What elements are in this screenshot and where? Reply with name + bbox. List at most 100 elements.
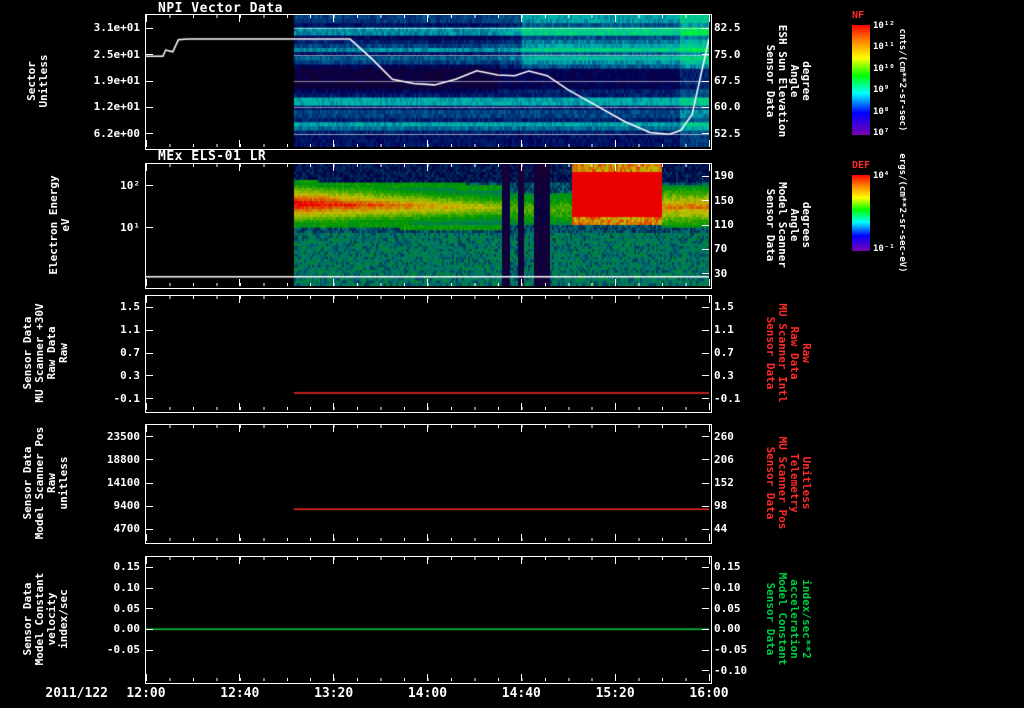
y-major-tick <box>146 649 153 651</box>
x-axis-tick-label: 13:20 <box>314 686 354 701</box>
x-major-tick <box>333 557 335 564</box>
panel-1-plot-canvas <box>146 15 709 147</box>
y-tick-label-left: 14100 <box>106 476 140 489</box>
y-tick-label-right: 0.00 <box>714 622 741 636</box>
y-major-tick <box>702 459 709 461</box>
y-major-tick <box>702 306 709 308</box>
x-major-tick <box>708 403 710 410</box>
colorbar-tick-label: 10¹⁰ <box>873 63 895 74</box>
axis-title-line: Raw <box>57 343 70 363</box>
x-major-tick <box>708 557 710 564</box>
y-tick-label-left: 3.1e+01 <box>93 21 140 35</box>
y-major-tick <box>702 133 709 135</box>
y-major-tick <box>702 273 709 275</box>
y-tick-label-left: -0.05 <box>106 643 140 656</box>
axis-title-line: acceleration <box>788 579 801 659</box>
y-major-tick <box>702 566 709 568</box>
colorbar-tick-label: 10⁷ <box>873 127 890 138</box>
x-major-tick <box>708 15 710 22</box>
y-major-tick <box>702 670 709 672</box>
x-major-tick <box>614 164 616 171</box>
x-major-tick <box>427 403 428 410</box>
x-major-tick <box>520 403 522 410</box>
x-minor-ticks <box>146 15 709 18</box>
axis-title-line: Sensor Data <box>764 446 777 520</box>
panel-1-left-axis-title: Sector Unitless <box>25 55 50 108</box>
y-tick-label-right: 75.0 <box>714 47 741 61</box>
y-major-tick <box>702 649 709 651</box>
y-major-tick <box>146 528 153 530</box>
y-tick-label-right: 82.5 <box>714 21 741 35</box>
x-major-tick <box>614 15 616 22</box>
x-major-tick <box>239 15 241 22</box>
x-major-tick <box>520 557 522 564</box>
axis-title-line: Raw <box>800 343 813 363</box>
x-major-tick <box>145 674 147 681</box>
axis-title-line: Sensor Data <box>764 188 777 262</box>
y-tick-label-right: 60.0 <box>714 100 741 114</box>
y-tick-label-right: 260 <box>714 429 734 443</box>
axis-title-line: Angle <box>788 208 801 242</box>
x-major-tick <box>708 279 710 286</box>
axis-title-line: eV <box>59 218 72 232</box>
colorbar-def: DEF 10⁴ 10⁻¹ ergs/(cm**2-sr-sec-eV) <box>852 153 907 273</box>
y-tick-label-right: 0.3 <box>714 368 734 382</box>
y-major-tick <box>702 200 709 202</box>
x-major-tick <box>239 296 241 303</box>
x-major-tick <box>145 557 147 564</box>
axis-title-line: ESH Sun Elevation <box>776 24 789 138</box>
x-axis-tick-label: 12:00 <box>126 686 166 701</box>
axis-title-line: Sensor Data <box>764 44 777 118</box>
axis-title-line: Unitless <box>800 456 813 510</box>
x-major-tick <box>614 534 616 541</box>
colorbar-def-ticks: 10⁴ 10⁻¹ <box>873 172 895 254</box>
y-tick-label-right: 190 <box>714 169 734 183</box>
colorbar-tick-label: 10⁴ <box>873 171 890 181</box>
x-major-tick <box>520 674 522 681</box>
y-major-tick <box>146 352 153 354</box>
y-tick-label-left: 10¹ <box>120 220 140 234</box>
x-major-tick <box>520 15 522 22</box>
y-major-tick <box>146 106 153 108</box>
y-tick-label-right: 110 <box>714 218 734 231</box>
x-major-tick <box>708 534 710 541</box>
axis-title-line: index/sec <box>57 589 70 649</box>
panel-1-right-axis-title: degree Angle ESH Sun Elevation Sensor Data <box>764 24 813 138</box>
axis-title-line: Sensor Data <box>764 316 777 390</box>
axis-title-line: unitless <box>57 456 70 510</box>
axis-title-line: MU Scanner Pos <box>776 436 789 530</box>
y-tick-label-right: 52.5 <box>714 126 741 140</box>
y-major-tick <box>702 80 709 82</box>
panel2-title: MEx ELS-01 LR <box>158 149 267 164</box>
y-major-tick <box>146 587 153 589</box>
y-tick-label-left: 0.15 <box>113 560 141 574</box>
y-tick-label-right: 67.5 <box>714 74 741 87</box>
colorbar-def-title: DEF <box>852 160 871 171</box>
panel-2-plot-canvas <box>146 164 709 286</box>
axis-title-line: MU Scanner Intl <box>776 303 789 403</box>
x-major-tick <box>427 557 428 564</box>
y-tick-label-right: 1.1 <box>714 323 734 337</box>
y-tick-label-left: 23500 <box>106 429 140 443</box>
axis-title-line: Raw Data <box>788 326 801 380</box>
x-major-tick <box>614 140 616 147</box>
x-major-tick <box>427 534 428 541</box>
axis-title-line: degrees <box>800 201 813 249</box>
y-major-tick <box>146 459 153 461</box>
x-major-tick <box>333 279 335 286</box>
x-axis-tick-label: 14:40 <box>501 686 541 701</box>
y-major-tick <box>146 27 153 29</box>
y-tick-label-right: 30 <box>714 266 728 280</box>
x-major-tick <box>333 674 335 681</box>
x-minor-ticks <box>146 164 709 167</box>
x-major-tick <box>145 534 147 541</box>
x-minor-ticks <box>146 538 709 541</box>
colorbar-nf-gradient <box>852 25 870 135</box>
axis-title-line: Telemetry <box>788 453 801 513</box>
x-axis-tick-label: 12:40 <box>220 686 260 701</box>
x-major-tick <box>520 164 522 171</box>
x-major-tick <box>520 425 522 432</box>
y-tick-label-right: -0.1 <box>714 391 741 405</box>
panel-3-right-axis-title: Raw Raw Data MU Scanner Intl Sensor Data <box>764 303 813 403</box>
